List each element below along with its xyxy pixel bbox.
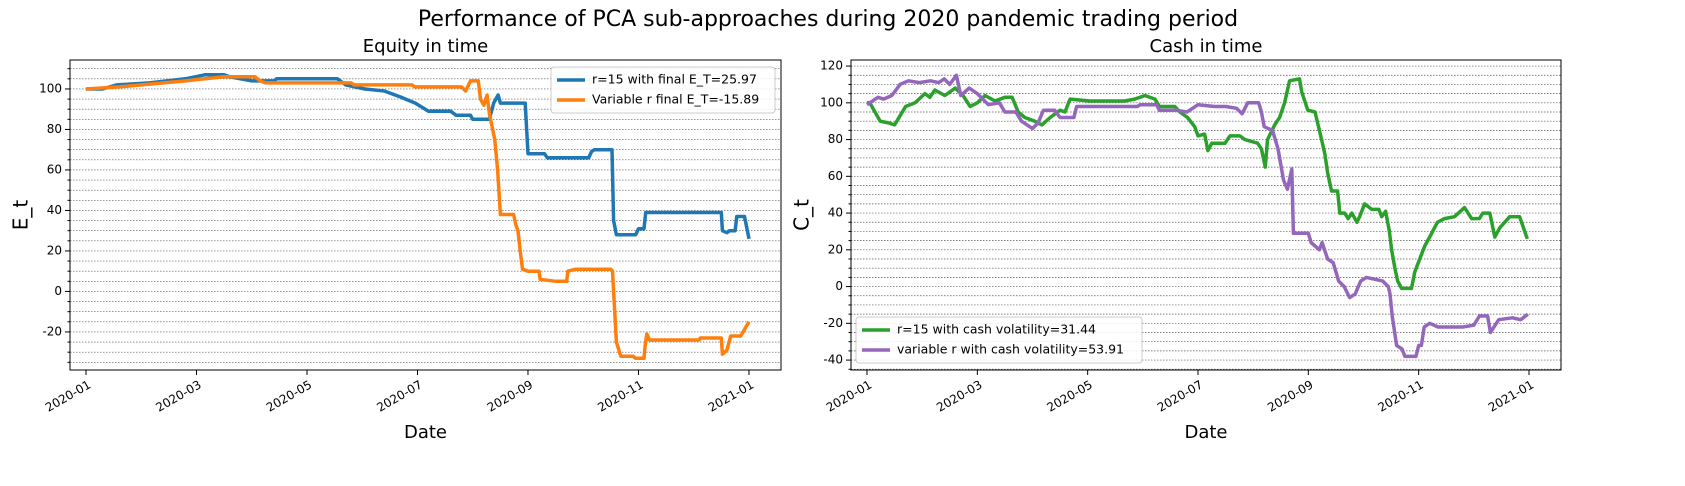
figure-title: Performance of PCA sub-approaches during… bbox=[418, 7, 1238, 32]
legend: r=15 with final E_T=25.97 Variable r fina… bbox=[550, 66, 776, 114]
x-tick-label: 2020-09 bbox=[1265, 378, 1315, 415]
y-tick-label: 20 bbox=[47, 243, 62, 257]
x-tick-label: 2020-07 bbox=[374, 378, 424, 415]
series-line bbox=[867, 77, 1529, 291]
x-tick-label: 2020-11 bbox=[1375, 378, 1425, 415]
legend-label: Variable r final E_T=-15.89 bbox=[592, 92, 759, 107]
series-line bbox=[85, 75, 751, 361]
plot-frame bbox=[850, 59, 1562, 371]
y-tick-label: 20 bbox=[828, 242, 843, 256]
legend-label: r=15 with final E_T=25.97 bbox=[592, 72, 757, 87]
x-tick-label: 2020-09 bbox=[485, 378, 535, 415]
x-tick-label: 2020-03 bbox=[153, 378, 203, 415]
x-axis-label: Date bbox=[404, 422, 447, 443]
y-tick-label: 0 bbox=[54, 284, 62, 298]
y-tick-label: 80 bbox=[828, 132, 843, 146]
y-tick-label: 40 bbox=[47, 203, 62, 217]
series-line bbox=[866, 73, 1529, 359]
y-tick-label: 80 bbox=[47, 122, 62, 136]
y-tick-label: 0 bbox=[835, 279, 843, 293]
subplot: Equity in time Date E_t -20 0 20 40 60 80 100 2020… bbox=[9, 36, 782, 443]
series-line bbox=[86, 73, 751, 240]
x-tick-label: 2020-01 bbox=[824, 378, 874, 415]
subplot: Cash in time Date C_t -40 -20 0 20 40 60 80 100 120… bbox=[790, 36, 1562, 443]
legend-box bbox=[550, 66, 776, 114]
plot-frame bbox=[69, 59, 782, 371]
y-tick-label: -20 bbox=[823, 316, 843, 330]
legend-label: variable r with cash volatility=53.91 bbox=[897, 342, 1124, 357]
y-axis-label: E_t bbox=[9, 200, 33, 231]
subplot-title: Equity in time bbox=[363, 36, 488, 57]
y-tick-label: -20 bbox=[42, 324, 62, 338]
y-tick-label: 120 bbox=[820, 59, 843, 73]
x-tick-label: 2020-11 bbox=[595, 378, 645, 415]
x-tick-label: 2021-01 bbox=[1486, 378, 1536, 415]
y-tick-label: 100 bbox=[39, 81, 62, 95]
x-tick-label: 2021-01 bbox=[706, 378, 756, 415]
legend-box bbox=[855, 316, 1143, 364]
x-axis-label: Date bbox=[1184, 422, 1227, 443]
legend-label: r=15 with cash volatility=31.44 bbox=[897, 322, 1096, 337]
x-tick-label: 2020-07 bbox=[1155, 378, 1205, 415]
x-tick-label: 2020-03 bbox=[934, 378, 984, 415]
legend: r=15 with cash volatility=31.44 variable … bbox=[855, 316, 1143, 364]
y-tick-label: 100 bbox=[820, 95, 843, 109]
x-tick-label: 2020-05 bbox=[1044, 378, 1094, 415]
subplot-title: Cash in time bbox=[1150, 36, 1263, 57]
y-tick-label: 60 bbox=[47, 162, 62, 176]
x-tick-label: 2020-01 bbox=[43, 378, 93, 415]
y-tick-label: 60 bbox=[828, 169, 843, 183]
y-tick-label: -40 bbox=[823, 353, 843, 367]
y-tick-label: 40 bbox=[828, 206, 843, 220]
x-tick-label: 2020-05 bbox=[264, 378, 314, 415]
y-axis-label: C_t bbox=[790, 199, 814, 231]
